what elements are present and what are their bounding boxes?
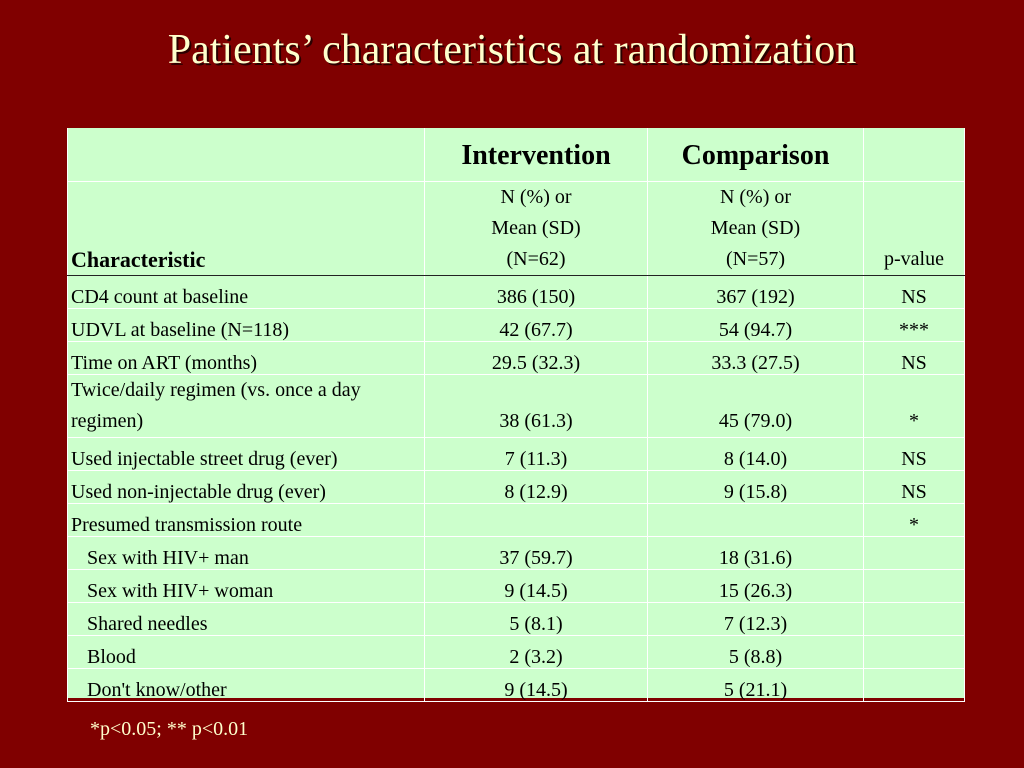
intervention-subheader-line: Mean (SD) (491, 217, 581, 239)
comparison-cell: 5 (8.8) (647, 635, 864, 669)
comparison-subheader-line: (N=57) (725, 248, 786, 270)
intervention-cell: 8 (12.9) (424, 470, 648, 504)
comparison-cell: 7 (12.3) (647, 602, 864, 636)
table-row: Shared needles 5 (8.1) 7 (12.3) (67, 602, 965, 636)
table-row: Blood 2 (3.2) 5 (8.8) (67, 635, 965, 669)
intervention-cell: 386 (150) (424, 275, 648, 309)
group-header-comparison: Comparison (647, 128, 864, 182)
row-label: Sex with HIV+ man (67, 536, 425, 570)
table-row: Twice/daily regimen (vs. once a day regi… (67, 374, 965, 438)
row-label: CD4 count at baseline (67, 275, 425, 309)
comparison-cell: 8 (14.0) (647, 437, 864, 471)
pvalue-cell (863, 668, 965, 702)
pvalue-cell: *** (863, 308, 965, 342)
comparison-cell: 15 (26.3) (647, 569, 864, 603)
intervention-cell: 2 (3.2) (424, 635, 648, 669)
row-label: Sex with HIV+ woman (67, 569, 425, 603)
pvalue-cell: NS (863, 470, 965, 504)
slide-title: Patients’ characteristics at randomizati… (167, 27, 857, 73)
pvalue-cell (863, 602, 965, 636)
pvalue-cell (863, 536, 965, 570)
pvalue-cell (863, 635, 965, 669)
intervention-cell: 9 (14.5) (424, 668, 648, 702)
pvalue-cell: NS (863, 275, 965, 309)
pvalue-cell: NS (863, 437, 965, 471)
characteristics-table: Intervention Comparison Characteristic N… (67, 128, 965, 702)
row-label: UDVL at baseline (N=118) (67, 308, 425, 342)
table-row: Sex with HIV+ man 37 (59.7) 18 (31.6) (67, 536, 965, 570)
comparison-subheader-line: Mean (SD) (710, 217, 801, 239)
intervention-cell (424, 503, 648, 537)
data-table: Intervention Comparison Characteristic N… (67, 128, 965, 702)
table-row: Time on ART (months) 29.5 (32.3) 33.3 (2… (67, 341, 965, 375)
intervention-cell: 37 (59.7) (424, 536, 648, 570)
intervention-cell: 9 (14.5) (424, 569, 648, 603)
footnote: *p<0.05; ** p<0.01 (90, 718, 249, 740)
row-label: Presumed transmission route (67, 503, 425, 537)
table-row: Don't know/other 9 (14.5) 5 (21.1) (67, 668, 965, 702)
comparison-cell (647, 503, 864, 537)
pvalue-header: p-value (863, 181, 965, 276)
comparison-cell: 54 (94.7) (647, 308, 864, 342)
comparison-subheader-line: N (%) or (719, 186, 792, 208)
group-header-blank (67, 128, 425, 182)
intervention-cell: 42 (67.7) (424, 308, 648, 342)
comparison-cell: 45 (79.0) (647, 374, 864, 438)
intervention-cell: 29.5 (32.3) (424, 341, 648, 375)
comparison-subheader: N (%) or Mean (SD) (N=57) (647, 181, 864, 276)
sub-header-row: Characteristic N (%) or Mean (SD) (N=62)… (67, 181, 965, 276)
comparison-cell: 9 (15.8) (647, 470, 864, 504)
pvalue-cell: NS (863, 341, 965, 375)
comparison-cell: 5 (21.1) (647, 668, 864, 702)
row-label: Time on ART (months) (67, 341, 425, 375)
table-row: Used non-injectable drug (ever) 8 (12.9)… (67, 470, 965, 504)
characteristic-header: Characteristic (67, 181, 425, 276)
table-row: Presumed transmission route * (67, 503, 965, 537)
table-row: Sex with HIV+ woman 9 (14.5) 15 (26.3) (67, 569, 965, 603)
comparison-cell: 18 (31.6) (647, 536, 864, 570)
comparison-cell: 33.3 (27.5) (647, 341, 864, 375)
row-label: Used injectable street drug (ever) (67, 437, 425, 471)
row-label: Used non-injectable drug (ever) (67, 470, 425, 504)
comparison-cell: 367 (192) (647, 275, 864, 309)
intervention-subheader: N (%) or Mean (SD) (N=62) (424, 181, 648, 276)
intervention-subheader-line: (N=62) (506, 248, 566, 270)
intervention-cell: 7 (11.3) (424, 437, 648, 471)
pvalue-cell: * (863, 374, 965, 438)
row-label: Don't know/other (67, 668, 425, 702)
group-header-row: Intervention Comparison (67, 128, 965, 182)
pvalue-cell (863, 569, 965, 603)
group-header-blank-p (863, 128, 965, 182)
group-header-intervention: Intervention (424, 128, 648, 182)
row-label: Blood (67, 635, 425, 669)
row-label: Twice/daily regimen (vs. once a day regi… (67, 374, 425, 438)
table-row: CD4 count at baseline 386 (150) 367 (192… (67, 275, 965, 309)
pvalue-cell: * (863, 503, 965, 537)
intervention-cell: 38 (61.3) (424, 374, 648, 438)
intervention-cell: 5 (8.1) (424, 602, 648, 636)
intervention-subheader-line: N (%) or (500, 186, 572, 208)
row-label: Shared needles (67, 602, 425, 636)
table-row: UDVL at baseline (N=118) 42 (67.7) 54 (9… (67, 308, 965, 342)
table-row: Used injectable street drug (ever) 7 (11… (67, 437, 965, 471)
